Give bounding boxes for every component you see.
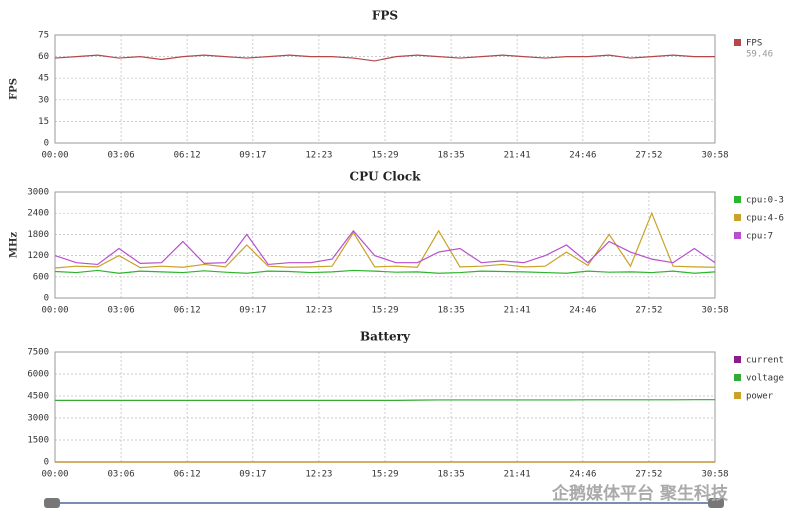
y-tick-label: 600 bbox=[33, 272, 49, 282]
x-tick-label: 30:58 bbox=[701, 306, 728, 316]
legend-label: voltage bbox=[746, 374, 784, 384]
y-tick-label: 15 bbox=[38, 117, 49, 127]
x-tick-label: 12:23 bbox=[305, 306, 332, 316]
y-tick-label: 6000 bbox=[27, 370, 49, 380]
x-tick-label: 15:29 bbox=[371, 470, 398, 480]
chart-title: Battery bbox=[360, 330, 411, 344]
x-tick-label: 09:17 bbox=[239, 470, 266, 480]
y-tick-label: 1800 bbox=[27, 230, 49, 240]
x-tick-label: 00:00 bbox=[41, 306, 68, 316]
legend-label: power bbox=[746, 392, 774, 402]
y-tick-label: 0 bbox=[44, 458, 49, 468]
legend-label: cpu:7 bbox=[746, 232, 773, 242]
slider-handle[interactable] bbox=[44, 498, 60, 508]
x-tick-label: 27:52 bbox=[635, 151, 662, 161]
x-tick-label: 06:12 bbox=[174, 306, 201, 316]
x-tick-label: 00:00 bbox=[41, 151, 68, 161]
y-tick-label: 3000 bbox=[27, 188, 49, 198]
chart-title: CPU Clock bbox=[350, 170, 422, 184]
x-tick-label: 06:12 bbox=[174, 151, 201, 161]
y-tick-label: 75 bbox=[38, 31, 49, 41]
x-tick-label: 27:52 bbox=[635, 306, 662, 316]
x-tick-label: 30:58 bbox=[701, 151, 728, 161]
legend-label: cpu:4-6 bbox=[746, 214, 784, 224]
x-tick-label: 09:17 bbox=[239, 306, 266, 316]
y-tick-label: 0 bbox=[44, 294, 49, 304]
legend-swatch bbox=[734, 39, 741, 46]
x-tick-label: 12:23 bbox=[305, 470, 332, 480]
x-tick-label: 18:35 bbox=[438, 306, 465, 316]
legend-swatch bbox=[734, 392, 741, 399]
legend-swatch bbox=[734, 196, 741, 203]
time-slider[interactable] bbox=[44, 498, 724, 508]
y-tick-label: 1500 bbox=[27, 436, 49, 446]
x-tick-label: 00:00 bbox=[41, 470, 68, 480]
legend-swatch bbox=[734, 356, 741, 363]
y-tick-label: 1200 bbox=[27, 251, 49, 261]
plot-frame bbox=[54, 191, 716, 299]
legend-label: FPS bbox=[746, 39, 762, 49]
x-tick-label: 18:35 bbox=[438, 470, 465, 480]
legend-summary: 59.46 bbox=[746, 50, 773, 60]
legend-label: current bbox=[746, 356, 784, 366]
x-tick-label: 06:12 bbox=[174, 470, 201, 480]
legend-swatch bbox=[734, 232, 741, 239]
chart-title: FPS bbox=[372, 9, 398, 23]
x-tick-label: 03:06 bbox=[108, 151, 135, 161]
y-tick-label: 60 bbox=[38, 52, 49, 62]
x-tick-label: 21:41 bbox=[504, 470, 531, 480]
series-line bbox=[54, 211, 716, 269]
y-tick-label: 2400 bbox=[27, 209, 49, 219]
x-tick-label: 21:41 bbox=[504, 151, 531, 161]
x-tick-label: 03:06 bbox=[108, 470, 135, 480]
y-tick-label: 45 bbox=[38, 74, 49, 84]
legend-label: cpu:0-3 bbox=[746, 196, 784, 206]
x-tick-label: 03:06 bbox=[108, 306, 135, 316]
x-tick-label: 18:35 bbox=[438, 151, 465, 161]
y-tick-label: 3000 bbox=[27, 414, 49, 424]
slider-handle[interactable] bbox=[708, 498, 724, 508]
series-line bbox=[55, 399, 715, 401]
x-tick-label: 24:46 bbox=[569, 470, 596, 480]
y-tick-label: 30 bbox=[38, 95, 49, 105]
x-tick-label: 24:46 bbox=[569, 306, 596, 316]
x-tick-label: 30:58 bbox=[701, 470, 728, 480]
y-axis-label: MHz bbox=[9, 232, 20, 259]
x-tick-label: 09:17 bbox=[239, 151, 266, 161]
watermark: 企鹅媒体平台 聚生科技 bbox=[551, 483, 729, 504]
plot-frame bbox=[54, 34, 716, 144]
series-line bbox=[54, 229, 716, 266]
series-line bbox=[54, 269, 716, 274]
legend-swatch bbox=[734, 374, 741, 381]
x-tick-label: 24:46 bbox=[569, 151, 596, 161]
y-axis-label: FPS bbox=[9, 78, 20, 100]
y-tick-label: 4500 bbox=[27, 392, 49, 402]
y-tick-label: 7500 bbox=[27, 348, 49, 358]
legend-swatch bbox=[734, 214, 741, 221]
x-tick-label: 12:23 bbox=[305, 151, 332, 161]
series-line bbox=[54, 54, 715, 62]
x-tick-label: 27:52 bbox=[635, 470, 662, 480]
x-tick-label: 15:29 bbox=[371, 151, 398, 161]
y-tick-label: 0 bbox=[44, 139, 49, 149]
x-tick-label: 21:41 bbox=[504, 306, 531, 316]
x-tick-label: 15:29 bbox=[371, 306, 398, 316]
